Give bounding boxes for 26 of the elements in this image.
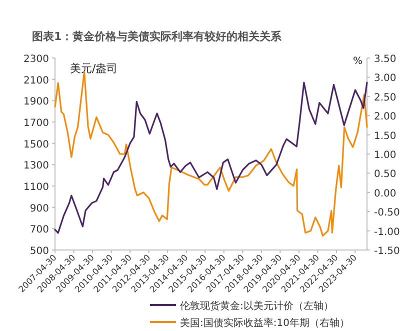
y-tick-label: 700	[30, 224, 49, 236]
y-axis-title: 美元/盎司	[70, 62, 118, 75]
y-tick-label: 500	[30, 246, 49, 257]
y2-tick-label: 3.00	[374, 73, 396, 84]
y-tick-label: 2100	[24, 75, 49, 86]
legend-label: 伦敦现货黄金:以美元计价（左轴）	[180, 300, 334, 312]
y2-tick-label: 3.50	[374, 54, 396, 65]
y-tick-label: 1700	[24, 118, 49, 129]
y2-tick-label: -1.00	[374, 226, 400, 238]
y2-tick-label: 2.00	[374, 112, 396, 123]
y2-tick-label: -0.50	[374, 208, 400, 219]
legend-label: 美国:国债实际收益率:10年期（右轴）	[180, 317, 350, 329]
y-tick-label: 1900	[24, 96, 49, 108]
y2-tick-label: 0.50	[374, 169, 396, 180]
y-tick-label: 2300	[24, 54, 49, 65]
y2-tick-label: 2.50	[374, 92, 396, 104]
y2-tick-label: 0.00	[374, 188, 396, 200]
y-tick-label: 900	[30, 203, 49, 214]
y2-tick-label: 1.50	[374, 130, 396, 142]
y-tick-label: 1500	[24, 139, 49, 150]
y-tick-label: 1300	[24, 160, 49, 172]
y-tick-label: 1100	[24, 182, 49, 193]
chart-title: 图表1：黄金价格与美债实际利率有较好的相关关系	[32, 30, 283, 43]
y2-tick-label: 1.00	[374, 150, 396, 161]
y2-tick-label: -1.50	[374, 246, 400, 257]
y2-axis-title: %	[353, 56, 363, 67]
